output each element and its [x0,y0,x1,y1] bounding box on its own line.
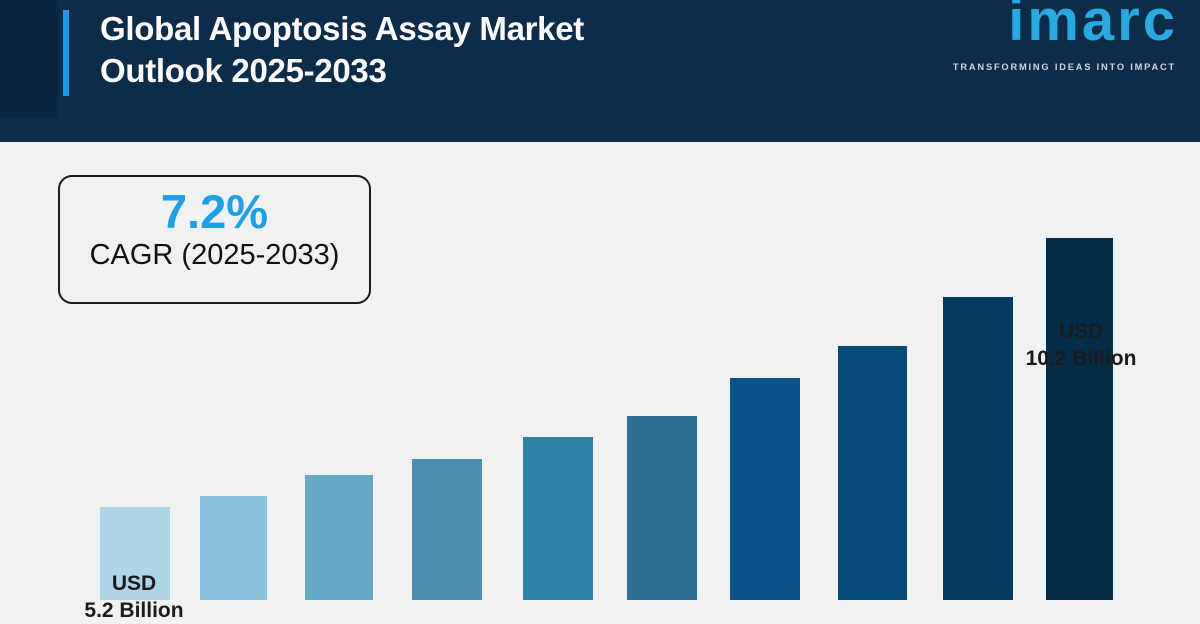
imarc-logo-tagline: TRANSFORMING IDEAS INTO IMPACT [952,62,1176,72]
page-title: Global Apoptosis Assay Market Outlook 20… [100,8,584,92]
last-bar-value-label: USD 10.2 Billion [991,318,1171,372]
page-title-line2: Outlook 2025-2033 [100,52,387,89]
last-bar-label-currency: USD [1058,320,1104,343]
bar-4 [412,459,482,600]
bar-6 [627,416,697,600]
first-bar-label-amount: 5.2 Billion [84,599,184,622]
cagr-card: 7.2% CAGR (2025-2033) [58,175,371,304]
cagr-label: CAGR (2025-2033) [89,239,340,271]
first-bar-label-currency: USD [111,572,157,595]
cagr-value: 7.2% [160,185,269,238]
bar-2 [200,496,267,600]
bar-9 [943,297,1013,600]
first-bar-value-label: USD 5.2 Billion [44,570,224,624]
last-bar-label-amount: 10.2 Billion [1025,347,1137,370]
imarc-logo-text: imarc [1008,0,1178,53]
imarc-logo: imarc TRANSFORMING IDEAS INTO IMPACT [950,0,1180,90]
header-banner: Global Apoptosis Assay Market Outlook 20… [0,0,1200,142]
bar-10 [1046,238,1113,600]
header-corner-block [0,0,58,118]
bar-1 [100,507,170,600]
bar-8 [838,346,907,600]
title-accent-bar [63,10,69,96]
bar-7 [730,378,800,600]
bar-chart: USD 5.2 Billion USD 10.2 Billion [0,142,1200,622]
page-title-line1: Global Apoptosis Assay Market [100,10,584,47]
bar-3 [305,475,373,600]
bar-5 [523,437,593,600]
